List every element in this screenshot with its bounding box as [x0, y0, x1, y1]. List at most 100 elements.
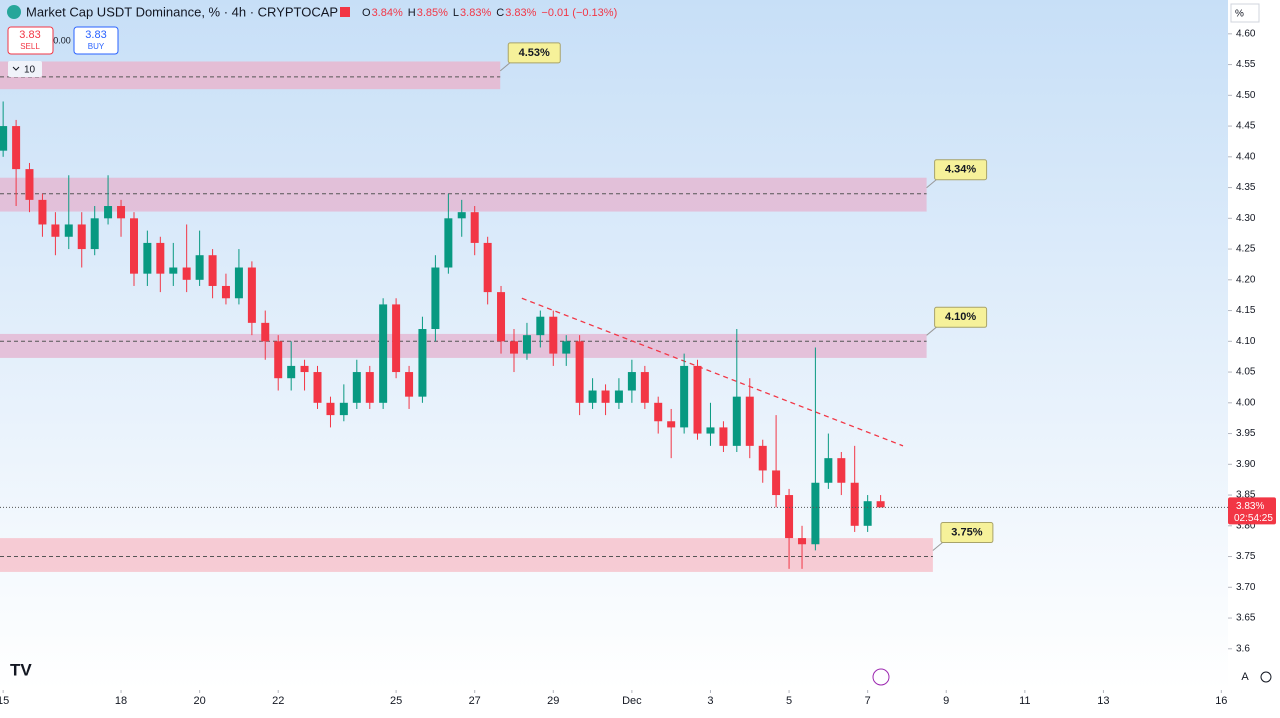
candle-body — [601, 390, 610, 403]
callout-box — [934, 306, 988, 328]
candle-body — [509, 341, 518, 354]
x-tick-label: 5 — [786, 695, 792, 707]
unit-label: % — [1235, 9, 1244, 20]
candle-body — [64, 224, 73, 237]
callout-label: 4.53% — [519, 47, 550, 59]
candle-body — [117, 206, 126, 219]
auto-scale-button[interactable]: A — [1241, 671, 1249, 683]
ohlc-value: 3.84% — [372, 7, 403, 19]
candle-body — [129, 218, 138, 274]
y-tick-label: 4.35 — [1236, 182, 1256, 193]
candle-body — [719, 427, 728, 446]
x-tick-label: 27 — [469, 695, 481, 707]
candle-body — [90, 218, 99, 250]
callout-box — [940, 522, 994, 544]
buy-label: BUY — [88, 42, 105, 51]
candle-body — [640, 372, 649, 403]
candle-body — [208, 255, 217, 286]
x-tick-label: 3 — [707, 695, 713, 707]
candle-body — [824, 458, 833, 483]
x-tick-label: 15 — [0, 695, 9, 707]
y-tick-label: 4.00 — [1236, 397, 1256, 408]
candle-body — [758, 445, 767, 471]
candle-body — [313, 372, 322, 403]
tv-logo: TV — [10, 660, 32, 679]
x-tick-label: 13 — [1097, 695, 1109, 707]
lightning-button[interactable] — [872, 668, 890, 686]
candle-body — [156, 242, 165, 274]
callout-label: 4.34% — [945, 164, 976, 176]
candle-body — [536, 316, 545, 336]
candle-body — [143, 242, 152, 274]
last-price-label: 3.83% — [1236, 501, 1264, 512]
candle-body — [745, 396, 754, 446]
collapse-button[interactable] — [8, 61, 42, 77]
y-tick-label: 4.20 — [1236, 274, 1256, 285]
candle-body — [431, 267, 440, 330]
ohlc-key: O — [362, 7, 371, 19]
x-tick-label: 18 — [115, 695, 127, 707]
chevron-icon — [12, 66, 20, 71]
candle-body — [680, 365, 689, 428]
candle-body — [444, 218, 453, 268]
y-tick-label: 3.75 — [1236, 551, 1256, 562]
zone — [0, 177, 927, 212]
y-tick-label: 3.90 — [1236, 459, 1256, 470]
symbol-title[interactable]: Market Cap USDT Dominance, % · 4h · CRYP… — [26, 4, 338, 19]
ohlc-value: 3.83% — [460, 7, 491, 19]
ohlc-key: C — [496, 7, 504, 19]
candle-body — [221, 285, 230, 299]
callout-box — [934, 159, 988, 181]
candle-body — [51, 224, 60, 237]
flag-icon[interactable] — [340, 7, 350, 17]
candle-body — [732, 396, 741, 446]
candle-body — [785, 495, 794, 539]
candle-body — [274, 341, 283, 379]
candle-body — [0, 126, 8, 151]
candle-body — [667, 421, 676, 428]
candle-body — [614, 390, 623, 403]
x-tick-label: 9 — [943, 695, 949, 707]
unit-box[interactable] — [1230, 3, 1260, 23]
y-tick-label: 3.65 — [1236, 613, 1256, 624]
x-tick-label: 7 — [865, 695, 871, 707]
candle-body — [457, 212, 466, 219]
change: −0.01 (−0.13%) — [541, 7, 617, 19]
candle-body — [261, 322, 270, 342]
candle-body — [326, 402, 335, 416]
collapse-count: 10 — [24, 65, 36, 76]
candle-body — [418, 329, 427, 397]
y-tick-label: 3.6 — [1236, 643, 1250, 654]
candle-body — [104, 206, 113, 219]
candle-body — [300, 365, 309, 373]
settings-button[interactable] — [1260, 671, 1272, 683]
countdown-label: 02:54:25 — [1234, 513, 1273, 524]
buy-button[interactable] — [73, 26, 119, 55]
candle-body — [287, 365, 296, 379]
trade-buttons: 3.83 SELL 0.00 3.83 BUY 10 — [7, 26, 119, 77]
callout-label: 3.75% — [951, 526, 982, 538]
candle-body — [497, 292, 506, 342]
candle-body — [850, 482, 859, 526]
last-price-box — [1228, 497, 1276, 525]
y-tick-label: 4.40 — [1236, 151, 1256, 162]
candle-body — [693, 365, 702, 434]
candle-body — [405, 372, 414, 397]
price-axis-background — [1228, 0, 1280, 713]
y-tick-label: 3.85 — [1236, 490, 1256, 501]
candle-body — [549, 316, 558, 354]
zone — [0, 538, 933, 572]
x-tick-label: Dec — [622, 695, 642, 707]
candle-body — [352, 372, 361, 403]
time-axis-background — [0, 690, 1228, 713]
candle-body — [863, 501, 872, 526]
candle-body — [522, 335, 531, 354]
y-tick-label: 4.05 — [1236, 367, 1256, 378]
symbol-logo — [7, 5, 21, 19]
header: Market Cap USDT Dominance, % · 4h · CRYP… — [7, 4, 617, 19]
candle-body — [772, 470, 781, 496]
candle-body — [837, 458, 846, 483]
sell-button[interactable] — [7, 26, 54, 55]
candle-body — [392, 304, 401, 373]
